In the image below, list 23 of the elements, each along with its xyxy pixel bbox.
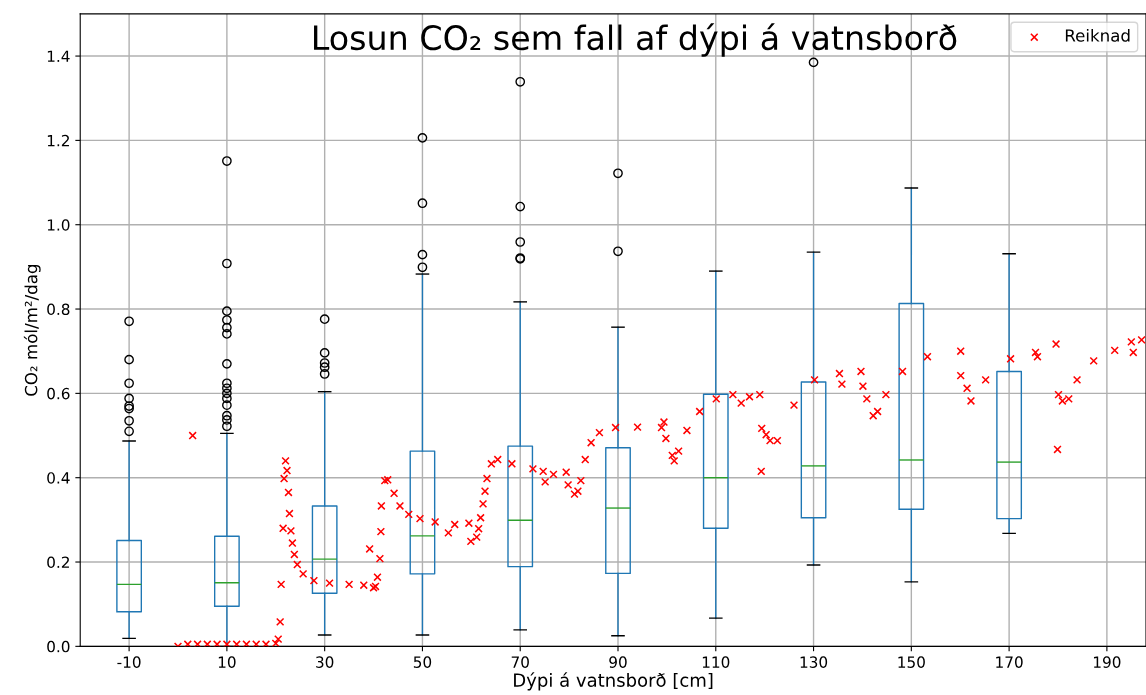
y-tick-label: 0.2 xyxy=(47,556,69,569)
y-tick-label: 0.8 xyxy=(47,303,70,316)
x-axis-title: Dýpi á vatnsborð [cm] xyxy=(514,672,713,691)
x-tick-label: 30 xyxy=(316,656,334,668)
x-tick-label: 110 xyxy=(702,656,730,668)
y-tick-label: 0.0 xyxy=(47,640,70,653)
x-tick-label: -10 xyxy=(117,656,141,668)
chart-title: Losun CO₂ sem fall af dýpi á vatnsborð xyxy=(314,23,957,57)
y-tick-label: 1.4 xyxy=(47,50,70,62)
y-tick-label: 1.0 xyxy=(47,219,70,231)
x-tick-label: 190 xyxy=(1093,656,1121,668)
x-tick-label: 50 xyxy=(413,656,432,668)
x-tick-label: 150 xyxy=(898,656,925,668)
x-tick-label: 10 xyxy=(218,656,236,668)
y-axis-title: CO₂ mól/m²/dag xyxy=(23,264,41,396)
x-tick-label: 130 xyxy=(800,656,828,668)
y-tick-label: 1.2 xyxy=(47,134,69,147)
x-tick-label: 170 xyxy=(996,656,1023,668)
legend-label: Reiknad xyxy=(1065,28,1130,42)
y-tick-label: 0.6 xyxy=(47,387,70,400)
x-tick-label: 70 xyxy=(511,656,529,668)
y-tick-label: 0.4 xyxy=(47,472,70,484)
x-tick-label: 90 xyxy=(609,656,627,668)
